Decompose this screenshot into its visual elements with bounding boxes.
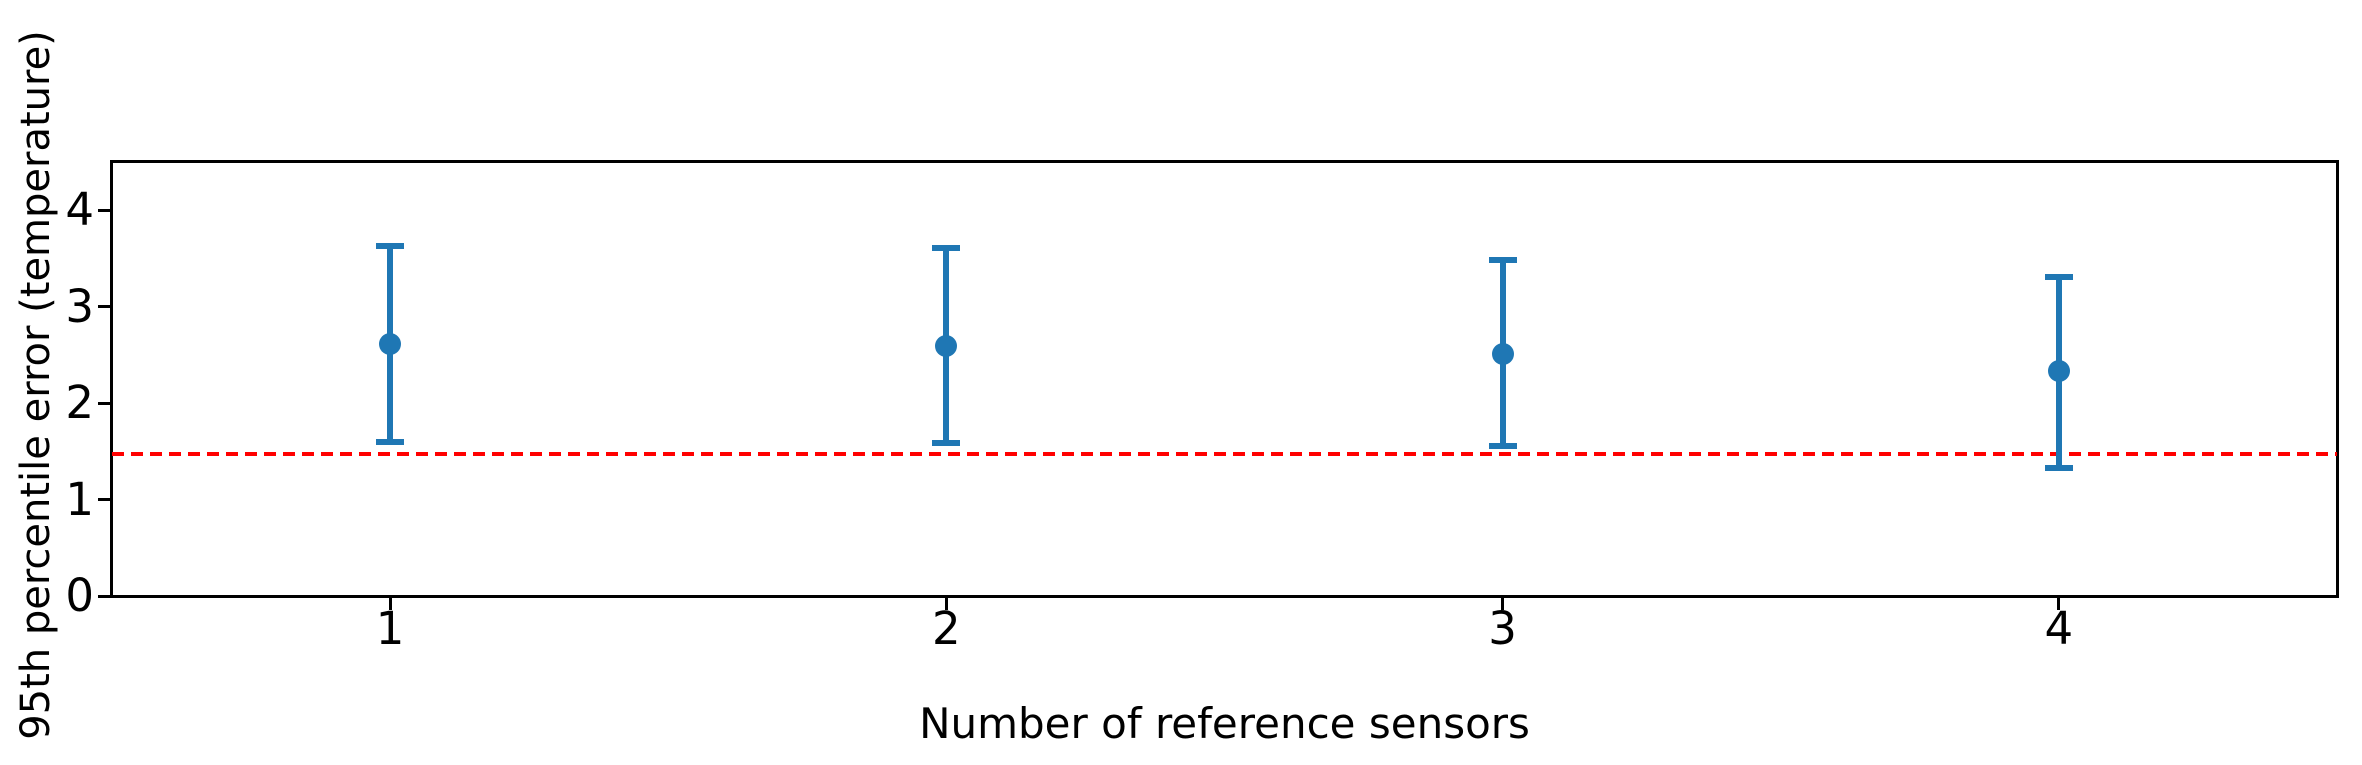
x-tick-label: 1: [375, 602, 405, 655]
y-tick-mark: [98, 498, 112, 502]
error-bar-cap-bottom: [932, 439, 961, 446]
error-bar-cap-top: [2044, 273, 2073, 280]
y-tick-label: 2: [65, 376, 94, 430]
y-tick-mark: [98, 401, 112, 405]
x-tick-label: 2: [932, 602, 961, 655]
error-bar-cap-top: [932, 244, 961, 251]
y-tick-mark: [98, 305, 112, 309]
error-bar-cap-bottom: [1488, 442, 1517, 449]
y-tick-mark: [98, 594, 112, 598]
x-tick-mark: [2057, 598, 2061, 610]
x-tick-mark: [1501, 598, 1505, 610]
error-bar-cap-bottom: [2044, 464, 2073, 471]
y-tick-label: 1: [65, 472, 94, 526]
y-tick-label: 4: [65, 183, 94, 237]
data-point-marker: [935, 335, 958, 358]
y-tick-mark: [98, 208, 112, 212]
x-tick-mark: [944, 598, 948, 610]
x-tick-label: 3: [1488, 602, 1517, 655]
error-bar-cap-top: [1488, 257, 1517, 264]
plot-area: [110, 160, 2339, 598]
data-point-marker: [1491, 342, 1514, 365]
x-tick-label: 4: [2044, 602, 2074, 655]
data-point-marker: [2047, 360, 2070, 383]
y-tick-label: 0: [65, 569, 94, 622]
x-tick-mark: [388, 598, 392, 610]
x-axis-label: Number of reference sensors: [919, 699, 1530, 748]
error-bar-cap-top: [376, 242, 405, 249]
error-bar-cap-bottom: [376, 438, 405, 445]
data-point-marker: [379, 333, 402, 356]
reference-threshold-line: [112, 452, 2337, 457]
y-tick-label: 3: [65, 279, 94, 333]
